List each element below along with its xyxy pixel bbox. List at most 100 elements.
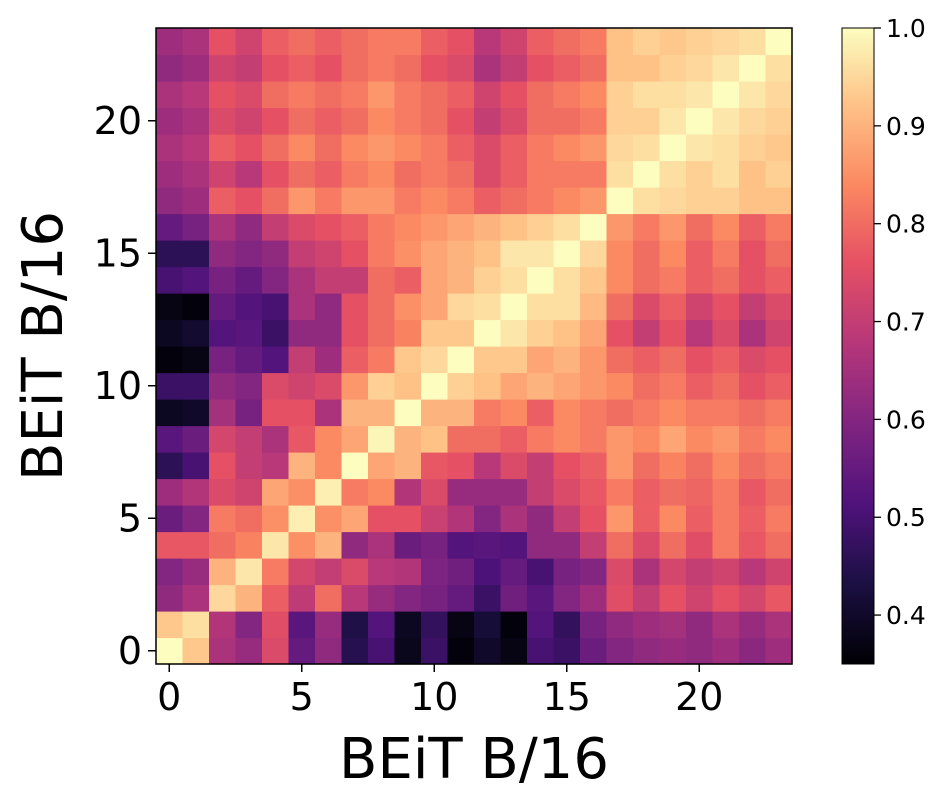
heatmap-cell	[739, 452, 767, 480]
heatmap-cell	[447, 240, 475, 268]
heatmap-cell	[182, 213, 210, 241]
heatmap-cell	[500, 81, 528, 109]
heatmap-cell	[500, 54, 528, 82]
heatmap-cell	[500, 187, 528, 215]
heatmap-cell	[288, 425, 316, 453]
heatmap-cell	[527, 160, 555, 188]
heatmap-cell	[606, 213, 634, 241]
heatmap-cell	[288, 531, 316, 559]
heatmap-cell	[262, 28, 290, 56]
heatmap-cell	[712, 54, 740, 82]
y-axis-title: BEiT B/16	[11, 211, 76, 481]
heatmap-cell	[527, 346, 555, 374]
heatmap-cell	[182, 319, 210, 347]
heatmap-cell	[527, 637, 555, 665]
heatmap-cell	[500, 107, 528, 135]
heatmap-cell	[474, 558, 502, 586]
heatmap-cell	[765, 266, 793, 294]
heatmap-cell	[209, 266, 237, 294]
heatmap-cell	[580, 160, 608, 188]
heatmap-cell	[712, 240, 740, 268]
heatmap-cell	[394, 107, 422, 135]
heatmap-cell	[739, 319, 767, 347]
heatmap-cell	[156, 293, 184, 321]
heatmap-cell	[712, 637, 740, 665]
heatmap-cell	[527, 558, 555, 586]
heatmap-cell	[739, 505, 767, 533]
heatmap-cell	[209, 611, 237, 639]
heatmap-cell	[182, 531, 210, 559]
heatmap-cell	[659, 160, 687, 188]
heatmap-cell	[580, 187, 608, 215]
heatmap-cell	[527, 399, 555, 427]
heatmap-cell	[500, 531, 528, 559]
heatmap-cell	[209, 399, 237, 427]
heatmap-cell	[659, 584, 687, 612]
heatmap-cell	[580, 134, 608, 162]
x-axis: 0 5 10 15 20	[157, 664, 723, 719]
heatmap-cell	[527, 240, 555, 268]
heatmap-cell	[765, 372, 793, 400]
heatmap-cell	[209, 346, 237, 374]
heatmap-cell	[315, 134, 343, 162]
heatmap-cell	[686, 372, 714, 400]
heatmap-cell	[686, 558, 714, 586]
heatmap-cell	[659, 81, 687, 109]
heatmap-cell	[739, 637, 767, 665]
heatmap-cell	[315, 213, 343, 241]
heatmap-cell	[156, 134, 184, 162]
heatmap-cell	[606, 346, 634, 374]
heatmap-cell	[580, 425, 608, 453]
heatmap-cell	[553, 187, 581, 215]
heatmap-cell	[235, 346, 263, 374]
heatmap-cell	[394, 452, 422, 480]
heatmap-cell	[447, 54, 475, 82]
heatmap-cell	[394, 134, 422, 162]
heatmap-cell	[765, 134, 793, 162]
heatmap-cell	[315, 28, 343, 56]
heatmap-cell	[235, 160, 263, 188]
heatmap-cell	[527, 293, 555, 321]
heatmap-cell	[394, 531, 422, 559]
heatmap-cell	[262, 611, 290, 639]
y-tick-label: 0	[118, 629, 142, 673]
heatmap-cell	[182, 637, 210, 665]
heatmap-cell	[368, 637, 396, 665]
heatmap-cell	[288, 584, 316, 612]
heatmap-cell	[421, 107, 449, 135]
heatmap-cell	[527, 28, 555, 56]
heatmap-cell	[209, 54, 237, 82]
heatmap-cell	[580, 266, 608, 294]
heatmap-cell	[633, 637, 661, 665]
heatmap-cell	[739, 611, 767, 639]
heatmap-cell	[315, 399, 343, 427]
heatmap-cell	[633, 425, 661, 453]
heatmap-cell	[580, 107, 608, 135]
heatmap-cell	[288, 319, 316, 347]
heatmap-cell	[341, 531, 369, 559]
heatmap-cell	[474, 531, 502, 559]
heatmap-cell	[235, 531, 263, 559]
heatmap-cell	[474, 346, 502, 374]
heatmap-cell	[341, 584, 369, 612]
heatmap-cell	[686, 293, 714, 321]
heatmap-cell	[765, 187, 793, 215]
heatmap-cell	[156, 160, 184, 188]
heatmap-cell	[633, 452, 661, 480]
heatmap-cell	[739, 584, 767, 612]
heatmap-cell	[262, 107, 290, 135]
heatmap-cell	[209, 637, 237, 665]
heatmap-cell	[527, 54, 555, 82]
heatmap-cell	[156, 107, 184, 135]
heatmap-cell	[315, 584, 343, 612]
heatmap-cell	[341, 505, 369, 533]
heatmap-cell	[686, 266, 714, 294]
colorbar-tick-label: 0.5	[886, 503, 926, 532]
heatmap-cell	[341, 28, 369, 56]
heatmap-cell	[315, 372, 343, 400]
heatmap-cell	[606, 505, 634, 533]
heatmap-cell	[182, 107, 210, 135]
heatmap-cell	[421, 81, 449, 109]
heatmap-cell	[315, 107, 343, 135]
heatmap-cell	[394, 425, 422, 453]
